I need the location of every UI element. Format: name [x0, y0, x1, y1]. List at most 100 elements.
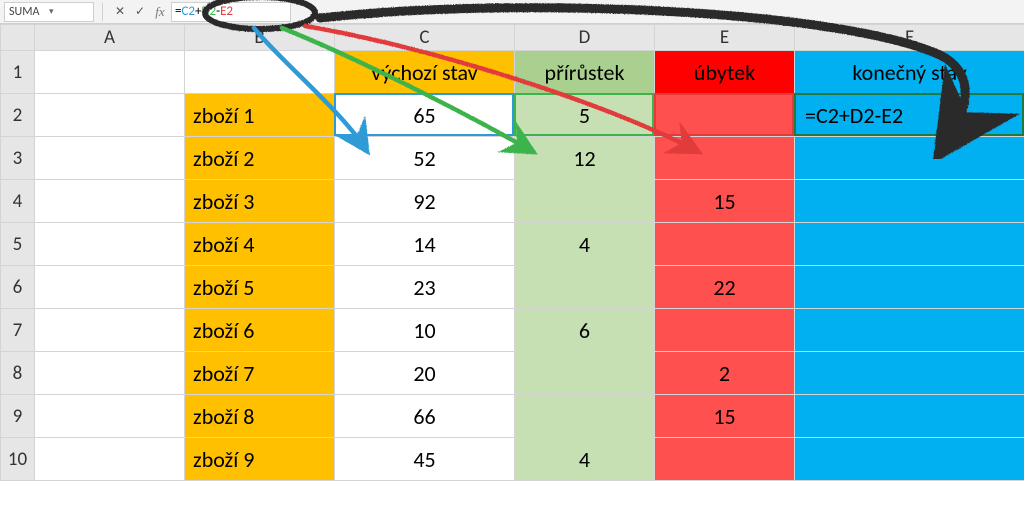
formula-token-d2: D2 — [202, 4, 217, 19]
cell-D9[interactable] — [515, 395, 655, 438]
cell-C9[interactable]: 66 — [335, 395, 515, 438]
select-all-corner[interactable] — [1, 25, 35, 51]
data-row-4: 4 zboží 3 92 15 — [1, 180, 1024, 223]
data-row-7: 7 zboží 6 10 6 — [1, 309, 1024, 352]
col-header-F[interactable]: F — [795, 25, 1024, 51]
row-header-1[interactable]: 1 — [1, 51, 35, 94]
cell-C1[interactable]: výchozí stav — [335, 51, 515, 94]
cell-D10[interactable]: 4 — [515, 438, 655, 481]
cell-A8[interactable] — [35, 352, 185, 395]
cell-D1[interactable]: přírůstek — [515, 51, 655, 94]
cell-B4[interactable]: zboží 3 — [185, 180, 335, 223]
cell-A2[interactable] — [35, 94, 185, 137]
cell-E8[interactable]: 2 — [655, 352, 795, 395]
col-header-E[interactable]: E — [655, 25, 795, 51]
cell-B7[interactable]: zboží 6 — [185, 309, 335, 352]
cell-F5[interactable] — [795, 223, 1024, 266]
cell-B6[interactable]: zboží 5 — [185, 266, 335, 309]
data-row-5: 5 zboží 4 14 4 — [1, 223, 1024, 266]
cell-D2[interactable]: 5 — [515, 94, 655, 137]
cell-A9[interactable] — [35, 395, 185, 438]
cell-A5[interactable] — [35, 223, 185, 266]
cell-E3[interactable] — [655, 137, 795, 180]
cancel-icon[interactable]: ✕ — [111, 3, 129, 21]
row-header-5[interactable]: 5 — [1, 223, 35, 266]
cell-E5[interactable] — [655, 223, 795, 266]
col-header-D[interactable]: D — [515, 25, 655, 51]
cell-B5[interactable]: zboží 4 — [185, 223, 335, 266]
cell-E4[interactable]: 15 — [655, 180, 795, 223]
cell-B10[interactable]: zboží 9 — [185, 438, 335, 481]
row-header-3[interactable]: 3 — [1, 137, 35, 180]
name-box-value: SUMA — [9, 5, 49, 19]
data-row-1: 1 výchozí stav přírůstek úbytek konečný … — [1, 51, 1024, 94]
cell-C3[interactable]: 52 — [335, 137, 515, 180]
cell-E1[interactable]: úbytek — [655, 51, 795, 94]
chevron-down-icon[interactable]: ▾ — [49, 6, 89, 17]
cell-C7[interactable]: 10 — [335, 309, 515, 352]
enter-icon[interactable]: ✓ — [131, 3, 149, 21]
cell-A7[interactable] — [35, 309, 185, 352]
cell-F2[interactable]: =C2+D2-E2 — [795, 94, 1024, 137]
row-header-6[interactable]: 6 — [1, 266, 35, 309]
name-box[interactable]: SUMA ▾ — [4, 2, 94, 22]
row-header-7[interactable]: 7 — [1, 309, 35, 352]
formula-token-c2: C2 — [181, 4, 195, 19]
cell-A4[interactable] — [35, 180, 185, 223]
cell-B9[interactable]: zboží 8 — [185, 395, 335, 438]
data-row-10: 10 zboží 9 45 4 — [1, 438, 1024, 481]
formula-bar: SUMA ▾ ✕ ✓ fx = C2 + D2 - E2 — [0, 0, 1024, 24]
fx-icon[interactable]: fx — [151, 3, 169, 21]
cell-D4[interactable] — [515, 180, 655, 223]
cell-B2[interactable]: zboží 1 — [185, 94, 335, 137]
cell-B1[interactable] — [185, 51, 335, 94]
data-row-2: 2 zboží 1 65 5 =C2+D2-E2 — [1, 94, 1024, 137]
cell-F4[interactable] — [795, 180, 1024, 223]
data-row-6: 6 zboží 5 23 22 — [1, 266, 1024, 309]
cell-C4[interactable]: 92 — [335, 180, 515, 223]
cell-B3[interactable]: zboží 2 — [185, 137, 335, 180]
cell-F7[interactable] — [795, 309, 1024, 352]
col-header-B[interactable]: B — [185, 25, 335, 51]
cell-E6[interactable]: 22 — [655, 266, 795, 309]
cell-A1[interactable] — [35, 51, 185, 94]
cell-C6[interactable]: 23 — [335, 266, 515, 309]
cell-C5[interactable]: 14 — [335, 223, 515, 266]
data-row-8: 8 zboží 7 20 2 — [1, 352, 1024, 395]
formula-input[interactable]: = C2 + D2 - E2 — [171, 2, 291, 22]
cell-F6[interactable] — [795, 266, 1024, 309]
cell-E9[interactable]: 15 — [655, 395, 795, 438]
cell-E2[interactable] — [655, 94, 795, 137]
formula-token-e2: E2 — [220, 4, 233, 19]
cell-D5[interactable]: 4 — [515, 223, 655, 266]
cell-D7[interactable]: 6 — [515, 309, 655, 352]
col-header-C[interactable]: C — [335, 25, 515, 51]
separator — [102, 3, 103, 21]
cell-E10[interactable] — [655, 438, 795, 481]
cell-C2[interactable]: 65 — [335, 94, 515, 137]
cell-A10[interactable] — [35, 438, 185, 481]
cell-F1[interactable]: konečný stav — [795, 51, 1024, 94]
cell-F10[interactable] — [795, 438, 1024, 481]
cell-D3[interactable]: 12 — [515, 137, 655, 180]
data-row-3: 3 zboží 2 52 12 — [1, 137, 1024, 180]
column-header-row: A B C D E F — [1, 25, 1024, 51]
cell-A6[interactable] — [35, 266, 185, 309]
row-header-9[interactable]: 9 — [1, 395, 35, 438]
cell-F9[interactable] — [795, 395, 1024, 438]
row-header-2[interactable]: 2 — [1, 94, 35, 137]
col-header-A[interactable]: A — [35, 25, 185, 51]
row-header-10[interactable]: 10 — [1, 438, 35, 481]
spreadsheet-grid[interactable]: A B C D E F 1 výchozí stav přírůstek úby… — [0, 24, 1024, 481]
row-header-4[interactable]: 4 — [1, 180, 35, 223]
cell-F3[interactable] — [795, 137, 1024, 180]
cell-C10[interactable]: 45 — [335, 438, 515, 481]
row-header-8[interactable]: 8 — [1, 352, 35, 395]
cell-E7[interactable] — [655, 309, 795, 352]
cell-F8[interactable] — [795, 352, 1024, 395]
cell-A3[interactable] — [35, 137, 185, 180]
cell-D8[interactable] — [515, 352, 655, 395]
cell-B8[interactable]: zboží 7 — [185, 352, 335, 395]
cell-D6[interactable] — [515, 266, 655, 309]
cell-C8[interactable]: 20 — [335, 352, 515, 395]
